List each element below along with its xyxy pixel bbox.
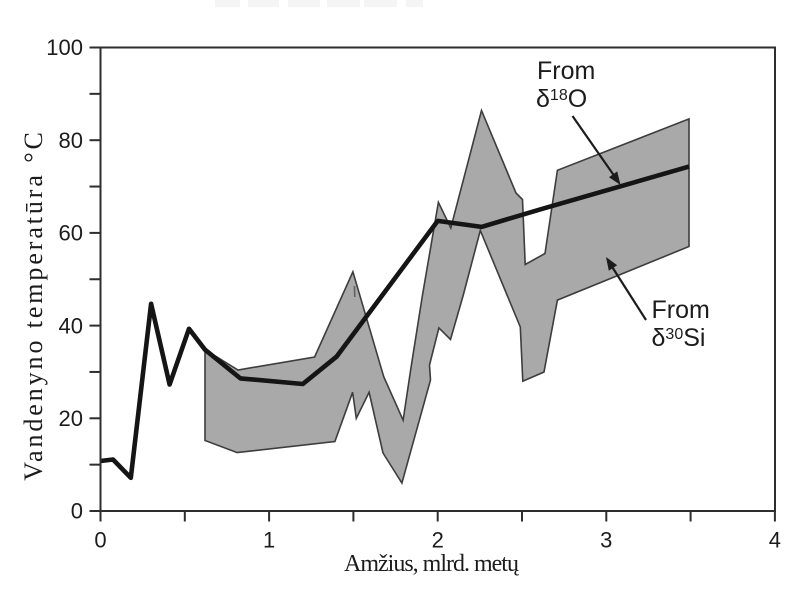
svg-text:3: 3 [600, 528, 612, 553]
svg-text:4: 4 [769, 528, 781, 553]
svg-text:20: 20 [59, 406, 83, 431]
svg-text:Vandenyno temperatūra °C: Vandenyno temperatūra °C [19, 129, 48, 480]
svg-text:From: From [537, 57, 595, 85]
svg-text:40: 40 [59, 313, 83, 338]
svg-text:1: 1 [263, 528, 275, 553]
svg-text:2: 2 [432, 528, 444, 553]
svg-text:0: 0 [94, 528, 106, 553]
svg-text:60: 60 [59, 221, 83, 246]
svg-text:100: 100 [46, 35, 83, 60]
svg-text:δ18O: δ18O [536, 85, 587, 113]
svg-text:0: 0 [71, 499, 83, 524]
svg-text:Amžius, mlrd. metų: Amžius, mlrd. metų [344, 551, 520, 577]
svg-text:80: 80 [59, 128, 83, 153]
svg-text:From: From [652, 296, 710, 324]
